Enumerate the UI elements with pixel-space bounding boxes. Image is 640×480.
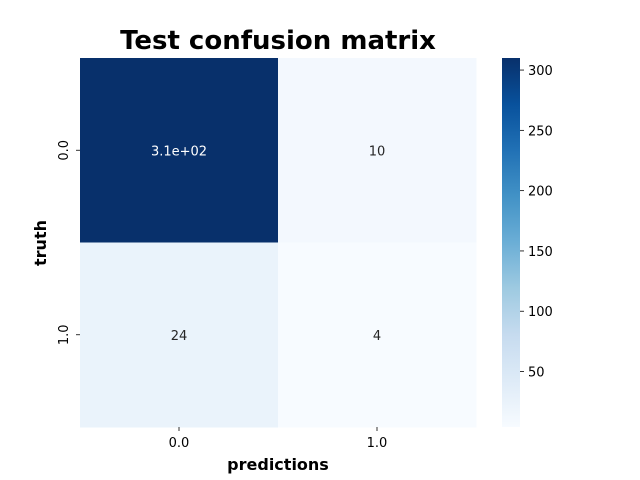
- colorbar-tick-label: 250: [528, 124, 553, 139]
- x-tick-label: 1.0: [367, 436, 388, 451]
- heatmap-cell-0-1: [278, 58, 477, 243]
- colorbar-tick-label: 100: [528, 305, 553, 320]
- colorbar-tick-label: 50: [528, 366, 545, 381]
- cell-annotation-1-1: 4: [373, 329, 381, 344]
- colorbar: [502, 58, 520, 427]
- colorbar-gradient: [502, 58, 520, 427]
- y-tick-label: 0.0: [57, 140, 72, 161]
- colorbar-tick-label: 200: [528, 185, 553, 200]
- colorbar-ticks: 50 100 150 200 250 300: [520, 64, 553, 381]
- y-axis-ticks: 0.0 1.0: [57, 140, 80, 345]
- cell-annotation-0-1: 10: [369, 144, 386, 159]
- y-tick-label: 1.0: [57, 324, 72, 345]
- x-axis-ticks: 0.0 1.0: [169, 427, 388, 451]
- cell-annotation-0-0: 3.1e+02: [151, 144, 207, 159]
- x-axis-label: predictions: [227, 455, 329, 474]
- heatmap-cells: [80, 58, 477, 428]
- y-axis-label: truth: [31, 220, 50, 266]
- cell-annotation-1-0: 24: [171, 329, 188, 344]
- heatmap-cell-0-0: [80, 58, 279, 243]
- heatmap-annotations: 3.1e+02 10 24 4: [151, 144, 385, 344]
- colorbar-tick-label: 150: [528, 245, 553, 260]
- heatmap-cell-1-0: [80, 242, 279, 428]
- colorbar-tick-label: 300: [528, 64, 553, 79]
- heatmap-cell-1-1: [278, 242, 477, 428]
- x-tick-label: 0.0: [169, 436, 190, 451]
- chart-title: Test confusion matrix: [120, 26, 436, 56]
